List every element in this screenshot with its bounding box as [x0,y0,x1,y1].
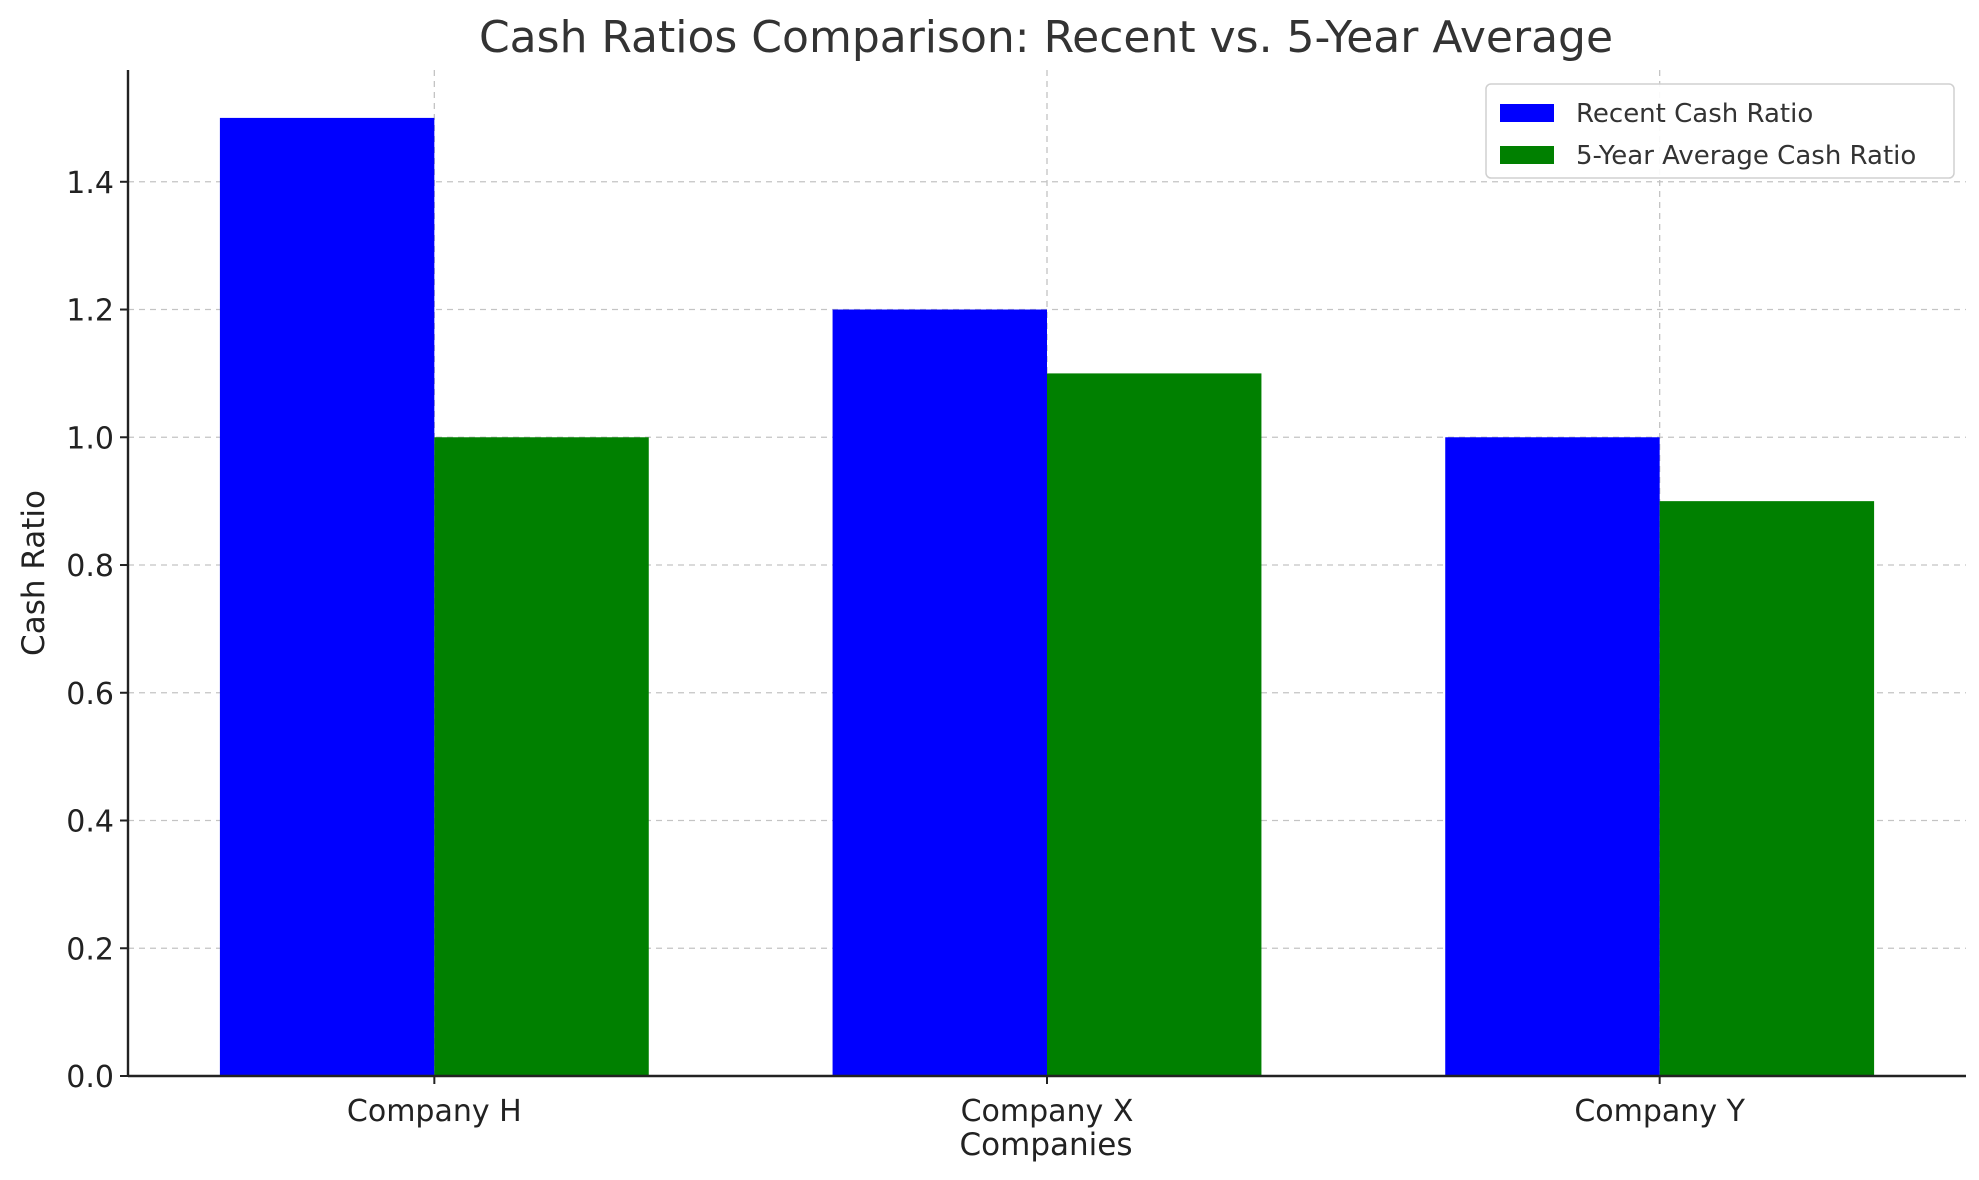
legend-swatch [1500,146,1554,164]
bar-five-year-average [434,437,649,1076]
bar-five-year-average [1659,501,1875,1077]
y-tick-label: 1.2 [66,294,114,329]
x-tick-label: Company H [347,1094,522,1129]
bars [219,117,1875,1077]
bar-recent [832,309,1047,1076]
y-tick-label: 0.0 [66,1060,114,1095]
legend-swatch [1500,104,1554,122]
chart-title: Cash Ratios Comparison: Recent vs. 5-Yea… [479,12,1613,63]
y-tick-label: 0.8 [66,549,114,584]
x-ticks: Company H Company X Company Y [347,1076,1746,1129]
legend-label: 5-Year Average Cash Ratio [1576,141,1916,171]
bar-recent [219,117,435,1076]
bar-five-year-average [1047,373,1262,1076]
y-ticks: 0.0 0.2 0.4 0.6 0.8 1.0 1.2 1.4 [66,166,128,1095]
legend-label: Recent Cash Ratio [1576,99,1813,129]
y-axis-label: Cash Ratio [16,490,52,656]
y-tick-label: 1.0 [66,421,114,456]
y-tick-label: 0.4 [66,805,114,840]
y-tick-label: 1.4 [66,166,114,201]
y-tick-label: 0.6 [66,677,114,712]
y-tick-label: 0.2 [66,932,114,967]
bar-recent [1445,437,1660,1076]
x-tick-label: Company X [961,1094,1134,1129]
x-tick-label: Company Y [1574,1094,1745,1129]
legend-box [1485,83,1955,179]
x-axis-label: Companies [960,1127,1133,1163]
legend: Recent Cash Ratio 5-Year Average Cash Rat… [1485,83,1955,179]
